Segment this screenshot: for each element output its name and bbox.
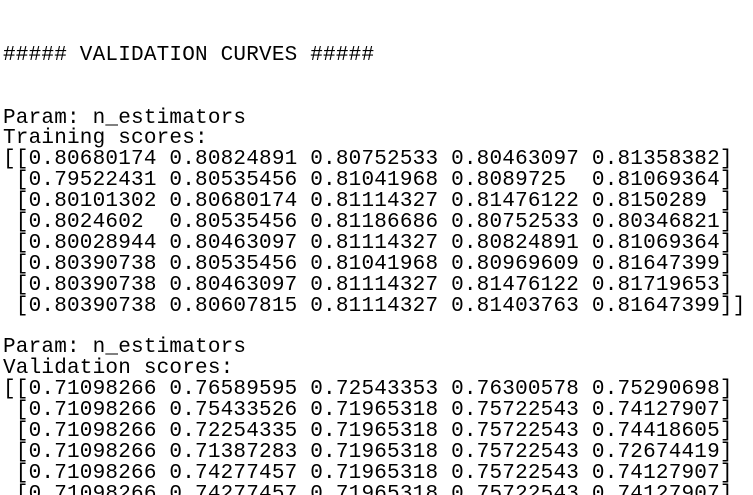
param-line: Param: n_estimators	[3, 336, 247, 360]
score-row: [0.79522431 0.80535456 0.81041968 0.8089…	[3, 169, 733, 193]
param-line: Param: n_estimators	[3, 106, 247, 130]
blank-line	[3, 88, 753, 109]
score-row: [0.80101302 0.80680174 0.81114327 0.8147…	[3, 190, 733, 214]
score-row: [0.80028944 0.80463097 0.81114327 0.8082…	[3, 231, 733, 255]
scores-label: Training scores:	[3, 127, 208, 151]
scores-label: Validation scores:	[3, 357, 234, 381]
score-row: [0.71098266 0.75433526 0.71965318 0.7572…	[3, 398, 733, 422]
score-row: [0.80390738 0.80607815 0.81114327 0.8140…	[3, 294, 746, 318]
score-row: [0.71098266 0.72254335 0.71965318 0.7572…	[3, 419, 733, 443]
score-row: [0.71098266 0.71387283 0.71965318 0.7572…	[3, 440, 733, 464]
header-title: ##### VALIDATION CURVES #####	[3, 43, 375, 67]
score-row: [0.80390738 0.80463097 0.81114327 0.8147…	[3, 273, 733, 297]
score-row: [0.71098266 0.74277457 0.71965318 0.7572…	[3, 482, 733, 495]
score-row: [0.8024602 0.80535456 0.81186686 0.80752…	[3, 210, 733, 234]
blank-line	[3, 317, 753, 338]
score-row: [0.71098266 0.74277457 0.71965318 0.7572…	[3, 461, 733, 485]
score-row: [[0.80680174 0.80824891 0.80752533 0.804…	[3, 148, 733, 172]
score-row: [0.80390738 0.80535456 0.81041968 0.8096…	[3, 252, 733, 276]
score-row: [[0.71098266 0.76589595 0.72543353 0.763…	[3, 378, 733, 402]
